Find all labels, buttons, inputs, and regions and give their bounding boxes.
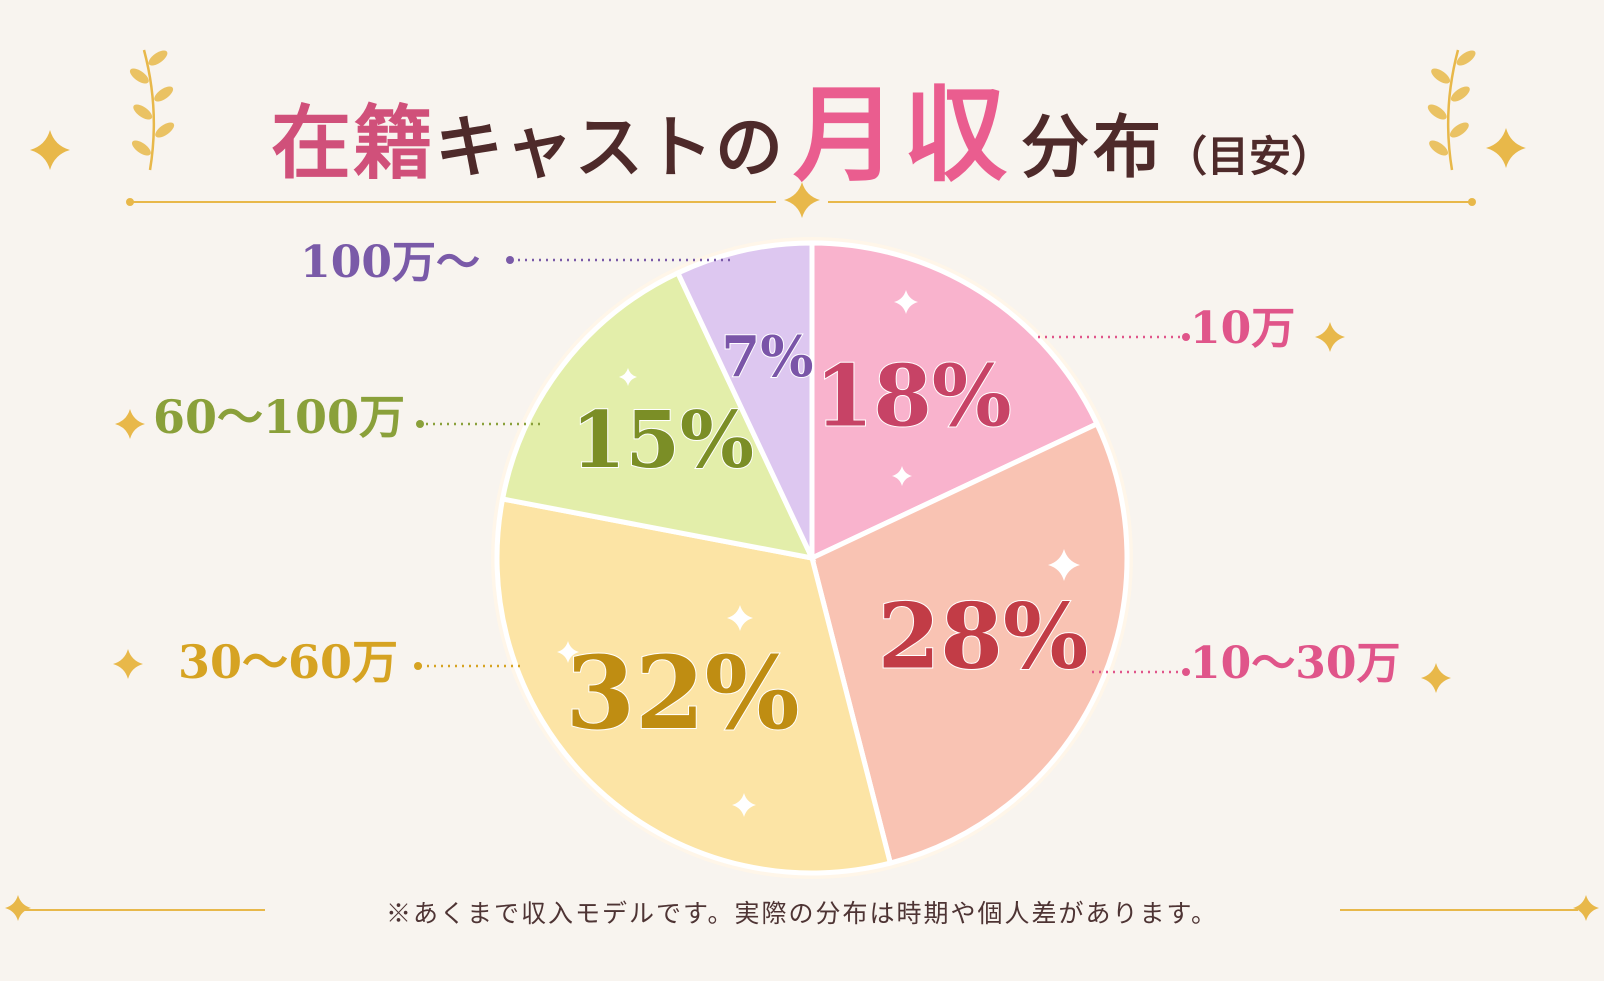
title-part-4: 分布: [1021, 108, 1166, 188]
pie-slice: [494, 496, 894, 876]
slice-value-label: 15%: [571, 395, 754, 486]
title-part-5: （目安）: [1165, 132, 1334, 181]
leader-dot: [506, 256, 514, 264]
laurel-right-leaf: [1450, 86, 1470, 102]
title-rule-dot: [126, 198, 134, 206]
sparkle-icon: [557, 641, 579, 663]
sparkle-icon: [5, 895, 31, 921]
laurel-left-leaf: [129, 68, 149, 84]
leader-dot: [1182, 333, 1190, 341]
pie-slice: [674, 240, 815, 560]
footnote: ※あくまで収入モデルです。実際の分布は時期や個人差があります。: [385, 899, 1218, 928]
sparkle-icon: [113, 649, 143, 679]
laurel-left-stem: [142, 49, 156, 171]
sparkle-icon: [30, 130, 70, 170]
pie-slice: [499, 269, 817, 562]
laurel-left-leaf: [148, 50, 168, 66]
category-label: 100万〜: [300, 237, 480, 288]
sparkle-icon: [727, 605, 753, 631]
slice-value-label: 28%: [878, 583, 1089, 689]
laurel-right-leaf: [1456, 50, 1476, 66]
laurel-left-leaf: [154, 86, 174, 102]
pie-slice: [809, 420, 1130, 867]
category-label: 10万: [1190, 303, 1295, 354]
laurel-right-stem: [1446, 49, 1460, 171]
laurel-left-leaf: [131, 140, 151, 156]
sparkle-icon: [1486, 128, 1526, 168]
pie-slice: [809, 240, 1101, 562]
sparkle-icon: [784, 182, 820, 218]
chart-title: 在籍 キャストの 月収 分布 （目安）: [0, 50, 1604, 196]
sparkle-icon: [115, 409, 145, 439]
laurel-right-leaf: [1427, 104, 1447, 120]
sparkle-icon: [892, 466, 912, 486]
slice-value-label: 32%: [566, 634, 800, 752]
sparkle-icon: [732, 793, 756, 817]
category-label: 10〜30万: [1190, 638, 1400, 689]
sparkle-icon: [1421, 663, 1451, 693]
laurel-right-leaf: [1431, 68, 1451, 84]
title-part-3: 月収: [792, 73, 1013, 196]
title-rule-dot: [1468, 198, 1476, 206]
title-part-1: 在籍: [270, 96, 435, 190]
title-part-2: キャストの: [434, 108, 785, 188]
leader-dot: [414, 662, 422, 670]
sparkle-icon: [1048, 549, 1080, 581]
category-label: 60〜100万: [153, 390, 405, 444]
slice-value-label: 7%: [721, 324, 813, 390]
leader-dot: [416, 420, 424, 428]
laurel-right-leaf: [1429, 140, 1449, 156]
sparkle-icon: [619, 368, 637, 386]
leader-dot: [1182, 668, 1190, 676]
sparkle-icon: [1573, 895, 1599, 921]
slice-value-label: 18%: [815, 346, 1012, 445]
sparkle-icon: [1315, 322, 1345, 352]
laurel-left-leaf: [155, 122, 175, 138]
laurel-left-leaf: [133, 104, 153, 120]
sparkle-icon: [894, 290, 918, 314]
laurel-right-leaf: [1449, 122, 1469, 138]
category-label: 30〜60万: [178, 635, 398, 689]
